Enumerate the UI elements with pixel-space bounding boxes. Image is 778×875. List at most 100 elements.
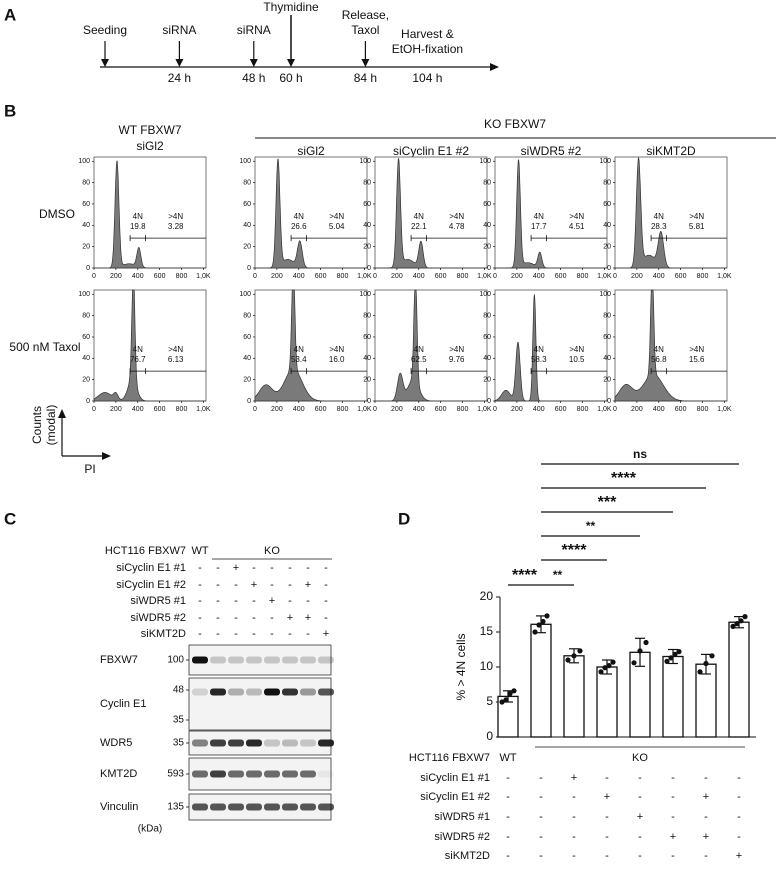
y-tick-label: 80 bbox=[483, 312, 491, 319]
data-point bbox=[540, 618, 546, 625]
y-tick-label: 60 bbox=[363, 334, 371, 341]
treatment-sign: - bbox=[704, 811, 708, 823]
x-tick-label: 800 bbox=[337, 273, 349, 280]
band bbox=[318, 770, 334, 778]
x-tick-label: 600 bbox=[675, 406, 687, 413]
x-tick-label: 400 bbox=[132, 406, 144, 413]
treatment-sign: - bbox=[234, 628, 238, 640]
axis-arrowhead bbox=[102, 452, 111, 460]
gate-label: >4N bbox=[168, 212, 183, 221]
treatment-label: siCyclin E1 #2 bbox=[116, 579, 186, 591]
x-tick-label: 1,0K bbox=[196, 273, 211, 280]
y-tick-label: 100 bbox=[78, 158, 90, 165]
band bbox=[318, 739, 334, 747]
column-header: siGl2 bbox=[297, 144, 325, 158]
y-tick-label: 100 bbox=[599, 291, 611, 298]
histogram-frame bbox=[374, 289, 488, 402]
band bbox=[264, 688, 280, 696]
x-tick-label: 200 bbox=[110, 406, 122, 413]
y-tick-label: 20 bbox=[483, 376, 491, 383]
band bbox=[192, 770, 208, 778]
band bbox=[246, 656, 262, 664]
treatment-sign: + bbox=[323, 628, 329, 640]
gate-label: >4N bbox=[689, 212, 704, 221]
event-label: Thymidine bbox=[263, 0, 319, 14]
mw-label: 35 bbox=[173, 738, 185, 749]
gate-value: 76.7 bbox=[130, 355, 146, 364]
group-ko: KO bbox=[264, 545, 280, 557]
y-tick-label: 100 bbox=[239, 158, 251, 165]
event-time: 60 h bbox=[279, 71, 302, 85]
gate-value: 15.6 bbox=[689, 355, 705, 364]
y-tick-label: 20 bbox=[243, 376, 251, 383]
treatment-sign: - bbox=[572, 811, 576, 823]
timeline-arrowhead bbox=[490, 63, 499, 71]
y-tick-label: 60 bbox=[363, 201, 371, 208]
y-tick-label: 40 bbox=[483, 222, 491, 229]
treatment-sign: - bbox=[306, 595, 310, 607]
event-arrowhead bbox=[101, 59, 109, 67]
band bbox=[210, 803, 226, 811]
band bbox=[300, 656, 316, 664]
y-tick-label: 0 bbox=[607, 398, 611, 405]
y-tick-label: 80 bbox=[363, 312, 371, 319]
data-point bbox=[499, 699, 505, 705]
group-label: HCT116 FBXW7 bbox=[105, 545, 186, 557]
treatment-sign: - bbox=[198, 579, 202, 591]
treatment-sign: - bbox=[234, 595, 238, 607]
band bbox=[318, 656, 334, 664]
column-header: siCyclin E1 #2 bbox=[393, 144, 469, 158]
treatment-sign: - bbox=[704, 772, 708, 784]
treatment-sign: + bbox=[637, 811, 643, 823]
data-point bbox=[734, 621, 740, 627]
histogram bbox=[254, 289, 367, 402]
y-tick-label: 100 bbox=[359, 291, 371, 298]
histogram-frame bbox=[93, 156, 207, 269]
x-tick-label: 400 bbox=[293, 273, 305, 280]
y-axis-label: % > 4N cells bbox=[454, 633, 468, 700]
blot-box bbox=[188, 677, 332, 731]
treatment-label: siKMT2D bbox=[445, 850, 490, 862]
treatment-sign: - bbox=[704, 850, 708, 862]
band bbox=[282, 803, 298, 811]
x-tick-label: 600 bbox=[154, 406, 166, 413]
y-tick-label: 10 bbox=[480, 659, 494, 673]
band bbox=[300, 803, 316, 811]
treatment-sign: + bbox=[703, 791, 709, 803]
band bbox=[264, 739, 280, 747]
y-tick-label: 20 bbox=[82, 376, 90, 383]
band bbox=[282, 770, 298, 778]
gate-label: >4N bbox=[329, 212, 344, 221]
x-tick-label: 200 bbox=[391, 273, 403, 280]
data-point bbox=[606, 663, 612, 669]
y-tick-label: 60 bbox=[483, 334, 491, 341]
x-tick-label: 200 bbox=[631, 273, 643, 280]
bar bbox=[596, 666, 618, 738]
x-tick-label: 0 bbox=[493, 406, 497, 413]
treatment-sign: - bbox=[198, 562, 202, 574]
event-label: Seeding bbox=[83, 23, 127, 37]
y-tick-label: 80 bbox=[483, 179, 491, 186]
x-tick-label: 800 bbox=[457, 406, 469, 413]
x-tick-label: 1,0K bbox=[717, 406, 732, 413]
x-tick-label: 1,0K bbox=[477, 273, 492, 280]
treatment-sign: + bbox=[233, 562, 239, 574]
data-point bbox=[668, 655, 674, 661]
treatment-sign: - bbox=[671, 772, 675, 784]
event-time: 24 h bbox=[168, 71, 191, 85]
x-tick-label: 1,0K bbox=[357, 406, 372, 413]
x-tick-label: 600 bbox=[555, 273, 567, 280]
treatment-sign: - bbox=[288, 595, 292, 607]
x-tick-label: 600 bbox=[675, 273, 687, 280]
treatment-label: siCyclin E1 #2 bbox=[420, 791, 490, 803]
data-point bbox=[709, 653, 715, 659]
data-point bbox=[637, 648, 643, 654]
treatment-sign: - bbox=[572, 831, 576, 843]
y-tick-label: 80 bbox=[243, 312, 251, 319]
band bbox=[210, 688, 226, 696]
treatment-sign: - bbox=[671, 811, 675, 823]
x-tick-label: 1,0K bbox=[477, 406, 492, 413]
treatment-sign: - bbox=[638, 850, 642, 862]
column-header: siKMT2D bbox=[646, 144, 696, 158]
